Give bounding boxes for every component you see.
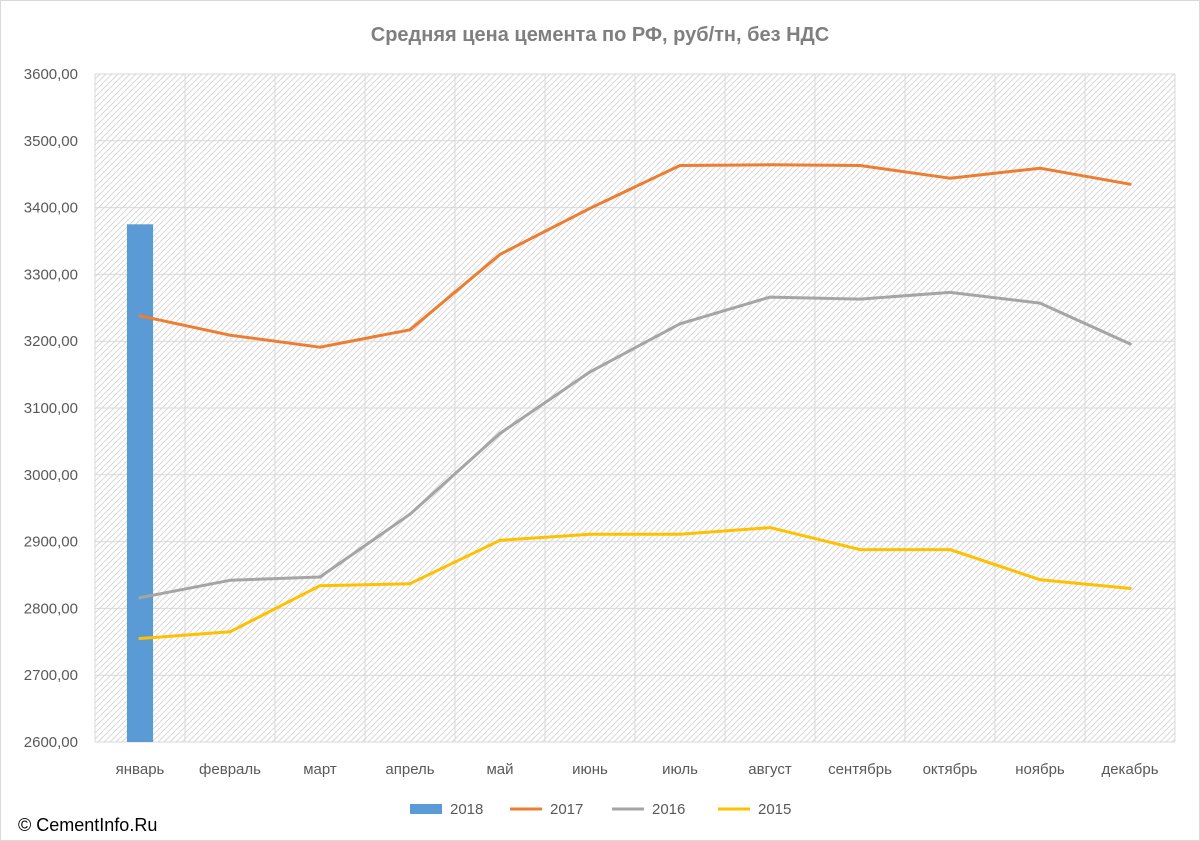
point-2016-июль xyxy=(678,322,682,326)
point-2016-июнь xyxy=(588,370,592,374)
x-tick-label: май xyxy=(486,761,513,778)
x-axis-tick-labels: январь февраль март апрель май июнь июль август… xyxy=(116,761,1159,778)
legend-label-2018: 2018 xyxy=(450,801,483,818)
point-2015-март xyxy=(318,584,322,588)
x-tick-label: ноябрь xyxy=(1015,761,1065,778)
point-2015-июль xyxy=(678,532,682,536)
legend-swatch-2018 xyxy=(410,804,442,814)
legend-label-2016: 2016 xyxy=(652,801,685,818)
point-2017-февраль xyxy=(228,333,232,337)
y-tick-label: 3300,00 xyxy=(24,266,78,283)
point-2017-июль xyxy=(678,164,682,168)
point-2015-апрель xyxy=(408,582,412,586)
point-2015-август xyxy=(768,526,772,530)
point-2017-январь xyxy=(138,314,142,318)
y-axis-tick-labels: 2600,00 2700,00 2800,00 2900,00 3000,00 3100,… xyxy=(24,66,78,751)
point-2017-август xyxy=(768,163,772,167)
x-tick-label: август xyxy=(748,761,792,778)
bar-2018-январь xyxy=(126,224,154,743)
point-2015-ноябрь xyxy=(1038,578,1042,582)
chart-title: Средняя цена цемента по РФ, руб/тн, без … xyxy=(371,24,829,46)
legend-label-2017: 2017 xyxy=(550,801,583,818)
point-2016-май xyxy=(498,431,502,435)
point-2017-декабрь xyxy=(1128,182,1132,186)
x-tick-label: апрель xyxy=(385,761,434,778)
point-2015-октябрь xyxy=(948,548,952,552)
line-series xyxy=(138,163,1132,640)
point-2015-июнь xyxy=(588,532,592,536)
legend: 2018 2017 2016 2015 xyxy=(410,801,791,818)
x-tick-label: июль xyxy=(662,761,698,778)
point-2015-сентябрь xyxy=(858,548,862,552)
y-tick-label: 2800,00 xyxy=(24,600,78,617)
point-2017-октябрь xyxy=(948,176,952,180)
y-tick-label: 2900,00 xyxy=(24,534,78,551)
bar-series xyxy=(126,224,154,743)
point-2015-декабрь xyxy=(1128,586,1132,590)
point-2016-апрель xyxy=(408,512,412,516)
point-2016-декабрь xyxy=(1128,342,1132,346)
point-2017-апрель xyxy=(408,328,412,332)
point-2017-сентябрь xyxy=(858,164,862,168)
point-2015-январь xyxy=(138,636,142,640)
point-2017-март xyxy=(318,345,322,349)
x-tick-label: март xyxy=(303,761,337,778)
point-2017-июнь xyxy=(588,206,592,210)
x-tick-label: январь xyxy=(116,761,165,778)
x-tick-label: сентябрь xyxy=(828,761,892,778)
y-tick-label: 2600,00 xyxy=(24,734,78,751)
point-2015-февраль xyxy=(228,630,232,634)
line-series-2015 xyxy=(138,526,1132,640)
x-tick-label: октябрь xyxy=(923,761,978,778)
y-tick-label: 3200,00 xyxy=(24,333,78,350)
point-2016-август xyxy=(768,295,772,299)
y-tick-label: 3600,00 xyxy=(24,66,78,83)
credit-text: © CementInfo.Ru xyxy=(18,815,157,835)
y-tick-label: 3500,00 xyxy=(24,133,78,150)
point-2017-ноябрь xyxy=(1038,166,1042,170)
x-tick-label: февраль xyxy=(199,761,261,778)
x-tick-label: декабрь xyxy=(1101,761,1158,778)
y-tick-label: 2700,00 xyxy=(24,667,78,684)
point-2016-январь xyxy=(138,596,142,600)
y-tick-label: 3400,00 xyxy=(24,200,78,217)
legend-label-2015: 2015 xyxy=(758,801,791,818)
x-tick-label: июнь xyxy=(572,761,608,778)
point-2016-ноябрь xyxy=(1038,301,1042,305)
point-2016-сентябрь xyxy=(858,297,862,301)
point-2017-май xyxy=(498,252,502,256)
point-2015-май xyxy=(498,538,502,542)
point-2016-февраль xyxy=(228,578,232,582)
point-2016-март xyxy=(318,575,322,579)
y-tick-label: 3000,00 xyxy=(24,467,78,484)
line-series-2016 xyxy=(138,290,1132,600)
point-2016-октябрь xyxy=(948,290,952,294)
y-tick-label: 3100,00 xyxy=(24,400,78,417)
line-series-2017 xyxy=(138,163,1132,349)
